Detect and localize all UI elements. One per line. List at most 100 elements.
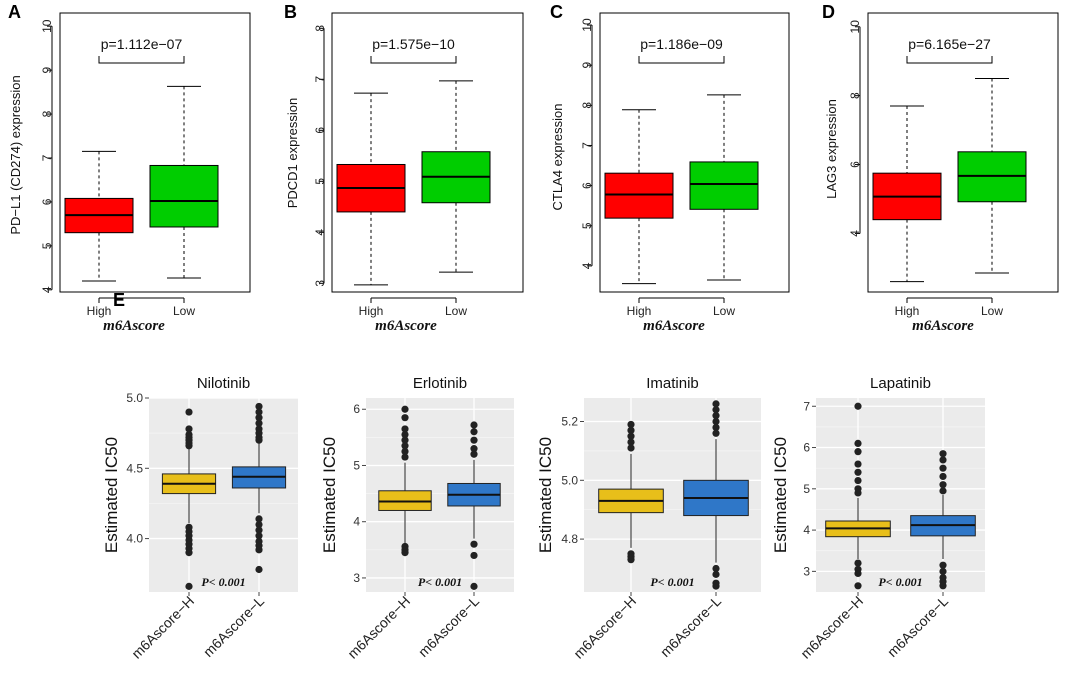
y-tick-label: 5 — [353, 458, 360, 472]
outlier-point — [712, 406, 720, 414]
outlier-point — [401, 436, 409, 444]
outlier-point — [255, 436, 263, 444]
panel-letter: D — [822, 2, 835, 22]
panel-c: C 4 5 6 7 8 9 10 CTLA4 expression High Low m6Ascore… — [550, 2, 790, 334]
outlier-point — [854, 489, 862, 497]
y-axis-label: CTLA4 expression — [550, 104, 565, 211]
outlier-point — [627, 556, 635, 564]
outlier-point — [255, 414, 263, 422]
outlier-point — [939, 450, 947, 458]
outlier-point — [470, 582, 478, 590]
outlier-point — [401, 425, 409, 433]
panel-title: Imatinib — [646, 375, 699, 392]
y-tick-label: 10 — [40, 19, 54, 33]
outlier-point — [470, 428, 478, 436]
y-tick-label: 5 — [803, 482, 810, 496]
y-axis-label: PD−L1 (CD274) expression — [8, 75, 23, 234]
outlier-point — [939, 561, 947, 569]
y-tick-label: 6 — [40, 198, 54, 205]
pvalue-annotation: P< 0.001 — [650, 575, 694, 589]
outlier-point — [470, 421, 478, 429]
outlier-point — [255, 526, 263, 534]
outlier-point — [854, 468, 862, 476]
pvalue-label: p=1.186e−09 — [640, 36, 723, 52]
outlier-point — [185, 582, 193, 590]
plot-background — [149, 398, 298, 592]
x-tick-label: High — [627, 304, 652, 318]
outlier-point — [939, 582, 947, 590]
outlier-point — [854, 569, 862, 578]
outlier-point — [712, 582, 720, 590]
y-tick-label: 8 — [40, 110, 54, 117]
outlier-point — [401, 549, 409, 557]
plot-frame — [59, 12, 251, 293]
outlier-point — [939, 487, 947, 495]
outlier-point — [627, 438, 635, 446]
outlier-point — [939, 456, 947, 464]
panel-letter: A — [8, 2, 21, 22]
outlier-point — [854, 448, 862, 456]
panel-b: B 3 4 5 6 7 8 PDCD1 expression High Low m6Ascore p=… — [284, 2, 524, 334]
outlier-point — [854, 439, 862, 448]
outlier-point — [712, 564, 720, 573]
outlier-point — [712, 429, 720, 437]
outlier-point — [185, 442, 193, 450]
x-tick-label: m6Ascore−L — [415, 593, 482, 660]
outlier-point — [854, 582, 862, 590]
outlier-point — [712, 570, 720, 578]
y-tick-label: 4 — [313, 229, 327, 236]
outlier-point — [470, 551, 478, 560]
outlier-point — [939, 481, 947, 489]
panel-e2: 3 4 5 6 Erlotinib Estimated IC50 m6Ascore−H m6A… — [320, 375, 514, 662]
outlier-point — [470, 540, 478, 548]
x-tick-label: m6Ascore−L — [884, 593, 951, 660]
y-tick-label: 8 — [580, 102, 594, 109]
x-axis-label: m6Ascore — [912, 318, 974, 334]
x-axis-label: m6Ascore — [643, 318, 705, 334]
y-tick-label: 9 — [580, 62, 594, 69]
y-tick-label: 6 — [313, 127, 327, 134]
y-tick-label: 9 — [40, 66, 54, 73]
plot-frame — [331, 12, 524, 293]
pvalue-bracket — [906, 56, 993, 64]
y-tick-label: 8 — [848, 92, 862, 99]
outlier-point — [255, 532, 263, 540]
panel-a: A 4 5 6 7 8 9 10 PD−L1 (CD274) expression High Low… — [8, 2, 251, 334]
y-axis-label: Estimated IC50 — [320, 437, 339, 553]
outlier-point — [255, 408, 263, 416]
y-tick-label: 5.2 — [561, 415, 578, 429]
outlier-point — [470, 436, 478, 444]
outlier-point — [712, 423, 720, 431]
outlier-point — [255, 402, 263, 411]
plot-frame — [599, 12, 790, 293]
y-tick-label: 3 — [313, 280, 327, 287]
y-axis-label: PDCD1 expression — [285, 98, 300, 209]
outlier-point — [401, 442, 409, 450]
y-axis-label: LAG3 expression — [824, 99, 839, 199]
outlier-point — [401, 405, 409, 413]
outlier-point — [712, 400, 720, 408]
y-tick-label: 5.0 — [126, 391, 143, 405]
outlier-point — [401, 453, 409, 461]
y-axis-label: Estimated IC50 — [536, 437, 555, 553]
x-tick-label: m6Ascore−H — [344, 593, 413, 662]
y-tick-label: 4.0 — [126, 532, 143, 546]
panel-e-letter: E — [113, 290, 125, 310]
outlier-point — [939, 464, 947, 472]
y-axis-label: Estimated IC50 — [771, 437, 790, 553]
y-tick-label: 7 — [580, 142, 594, 149]
x-tick-label: Low — [445, 304, 467, 318]
pvalue-annotation: P< 0.001 — [201, 575, 245, 589]
x-tick-label: m6Ascore−H — [570, 593, 639, 662]
panel-title: Nilotinib — [197, 375, 250, 392]
plot-frame — [867, 12, 1059, 293]
x-axis-label: m6Ascore — [375, 318, 437, 334]
panel-e1: 4.0 4.5 5.0 Nilotinib Estimated IC50 m6Ascore… — [102, 375, 298, 662]
box-high — [604, 172, 674, 219]
panel-letter: C — [550, 2, 563, 22]
outlier-point — [255, 546, 263, 554]
outlier-point — [627, 420, 635, 429]
plot-background — [816, 398, 985, 592]
panel-d: D 4 6 8 10 LAG3 expression High Low m6Ascore p=6.… — [822, 2, 1059, 334]
outlier-point — [255, 515, 263, 523]
